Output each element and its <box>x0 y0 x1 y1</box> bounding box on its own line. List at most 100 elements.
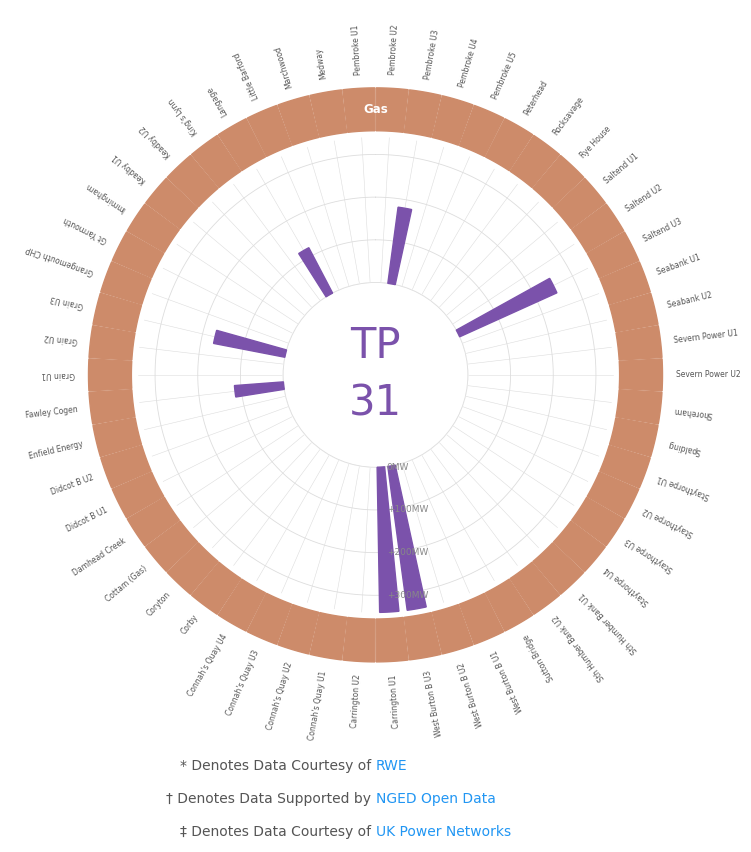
Polygon shape <box>533 155 584 207</box>
Text: +300MW: +300MW <box>387 590 428 600</box>
Polygon shape <box>343 618 375 662</box>
Text: Keadby U1: Keadby U1 <box>111 153 149 186</box>
Polygon shape <box>101 446 151 488</box>
Polygon shape <box>553 178 605 228</box>
Polygon shape <box>460 593 504 644</box>
Text: Pembroke U5: Pembroke U5 <box>490 51 519 101</box>
Text: Connah's Quay U4: Connah's Quay U4 <box>186 633 229 698</box>
Polygon shape <box>219 118 265 170</box>
Text: Pembroke U1: Pembroke U1 <box>351 25 363 76</box>
Text: Spalding: Spalding <box>667 440 701 456</box>
Text: Connah's Quay U2: Connah's Quay U2 <box>265 661 294 731</box>
Polygon shape <box>343 88 375 132</box>
Polygon shape <box>533 543 584 595</box>
Text: Damhead Creek: Damhead Creek <box>71 536 127 578</box>
Text: NGED Open Data: NGED Open Data <box>376 792 496 806</box>
Text: Shoreham: Shoreham <box>673 406 713 418</box>
Text: TP: TP <box>350 325 401 367</box>
Text: Gas: Gas <box>363 103 388 116</box>
Text: Sth Humber Bank U2: Sth Humber Bank U2 <box>551 613 606 682</box>
Polygon shape <box>457 279 557 337</box>
Text: West Burton B U2: West Burton B U2 <box>457 661 485 728</box>
Polygon shape <box>247 106 291 157</box>
Text: Keadby U2: Keadby U2 <box>138 124 173 159</box>
Text: King's Lynn: King's Lynn <box>167 96 200 137</box>
Text: Little Barford: Little Barford <box>233 51 261 101</box>
Text: Marchwood: Marchwood <box>273 44 294 89</box>
Polygon shape <box>388 465 427 610</box>
Polygon shape <box>587 472 639 518</box>
Polygon shape <box>616 325 662 360</box>
Polygon shape <box>234 382 285 397</box>
Text: Carrington U2: Carrington U2 <box>351 674 363 728</box>
Text: Staythorpe U2: Staythorpe U2 <box>642 505 695 538</box>
Polygon shape <box>127 498 179 546</box>
Polygon shape <box>167 155 218 207</box>
Circle shape <box>283 283 468 467</box>
Polygon shape <box>404 613 441 659</box>
Polygon shape <box>587 232 639 278</box>
Text: Langage: Langage <box>205 84 229 117</box>
Polygon shape <box>388 207 412 285</box>
Text: Seabank U2: Seabank U2 <box>667 291 713 310</box>
Polygon shape <box>600 446 650 488</box>
Text: Pembroke U4: Pembroke U4 <box>457 37 481 89</box>
Polygon shape <box>101 262 151 304</box>
Text: Staythorpe U3: Staythorpe U3 <box>624 536 675 574</box>
Polygon shape <box>610 417 658 457</box>
Text: Grain U2: Grain U2 <box>44 331 78 344</box>
Text: West Burton B U3: West Burton B U3 <box>424 670 444 738</box>
Polygon shape <box>278 604 318 654</box>
Polygon shape <box>89 389 135 424</box>
Text: Corby: Corby <box>179 613 200 636</box>
Polygon shape <box>553 521 605 572</box>
Text: UK Power Networks: UK Power Networks <box>376 825 511 839</box>
Polygon shape <box>93 417 141 457</box>
Text: Carrington U1: Carrington U1 <box>388 674 400 728</box>
Text: Didcot B U1: Didcot B U1 <box>65 505 109 534</box>
Polygon shape <box>219 579 265 631</box>
Text: Severn Power U2: Severn Power U2 <box>676 371 740 379</box>
Text: Sth Humber Bank U1: Sth Humber Bank U1 <box>578 590 640 654</box>
Polygon shape <box>146 178 198 228</box>
Text: 0MW: 0MW <box>387 463 409 472</box>
Text: Gt Yarmouth: Gt Yarmouth <box>62 215 109 245</box>
Polygon shape <box>616 389 662 424</box>
Polygon shape <box>89 359 131 391</box>
Text: † Denotes Data Supported by: † Denotes Data Supported by <box>166 792 376 806</box>
Polygon shape <box>433 95 473 146</box>
Text: +200MW: +200MW <box>387 548 428 557</box>
Polygon shape <box>404 90 441 137</box>
Polygon shape <box>112 232 164 278</box>
Polygon shape <box>510 562 559 614</box>
Polygon shape <box>310 613 347 659</box>
Text: Saltend U1: Saltend U1 <box>602 152 641 186</box>
Polygon shape <box>486 118 532 170</box>
Text: Peterhead: Peterhead <box>522 79 549 117</box>
Polygon shape <box>146 521 198 572</box>
Polygon shape <box>376 88 408 132</box>
Polygon shape <box>89 325 135 360</box>
Text: Didcot B U2: Didcot B U2 <box>50 474 95 498</box>
Polygon shape <box>247 593 291 644</box>
Text: Rocksavage: Rocksavage <box>551 95 586 137</box>
Text: 31: 31 <box>349 383 402 424</box>
Text: Enfield Energy: Enfield Energy <box>29 440 84 461</box>
Text: RWE: RWE <box>376 758 407 773</box>
Polygon shape <box>376 618 408 662</box>
Text: Seabank U1: Seabank U1 <box>656 252 702 276</box>
Polygon shape <box>278 95 318 146</box>
Polygon shape <box>127 204 179 252</box>
Text: Saltend U3: Saltend U3 <box>642 217 683 245</box>
Polygon shape <box>610 293 658 332</box>
Polygon shape <box>433 604 473 654</box>
Polygon shape <box>112 472 164 518</box>
Text: Staythorpe U4: Staythorpe U4 <box>602 564 650 607</box>
Text: Cottam (Gas): Cottam (Gas) <box>104 564 149 604</box>
Polygon shape <box>572 204 624 252</box>
Text: Pembroke U2: Pembroke U2 <box>388 25 400 76</box>
Text: Severn Power U1: Severn Power U1 <box>673 328 738 344</box>
Text: ‡ Denotes Data Courtesy of: ‡ Denotes Data Courtesy of <box>180 825 376 839</box>
Text: Rye House: Rye House <box>578 124 613 159</box>
Text: +100MW: +100MW <box>387 505 428 515</box>
